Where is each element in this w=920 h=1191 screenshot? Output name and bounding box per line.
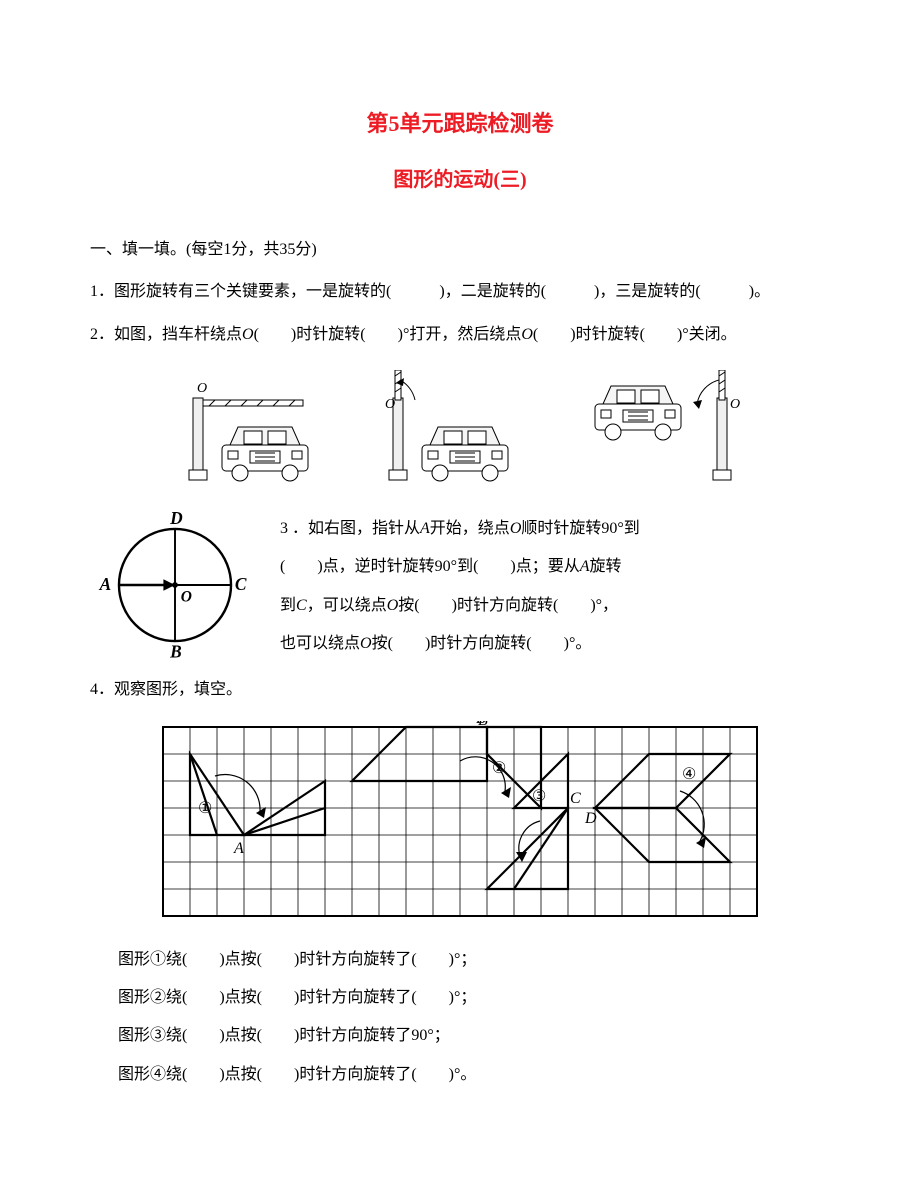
q3-l4-b: 按(	[372, 635, 393, 652]
q3-O-2: O	[387, 597, 399, 614]
q1-blank-1	[391, 283, 439, 300]
q1-text-a: 1．图形旋转有三个关键要素，一是旋转的(	[90, 283, 391, 300]
svg-text:③: ③	[532, 788, 546, 805]
section-1-header: 一、填一填。(每空1分，共35分)	[90, 232, 830, 267]
q3-blank-4	[558, 597, 590, 614]
q2-line2-a: )°关闭。	[677, 326, 737, 343]
svg-text:A: A	[99, 575, 112, 594]
question-2: 2．如图，挡车杆绕点O( )时针旋转( )°打开，然后绕点O( )时针旋转( )…	[90, 317, 830, 352]
question-1: 1．图形旋转有三个关键要素，一是旋转的( )，二是旋转的( )，三是旋转的( )…	[90, 274, 830, 309]
q3-l4-c: )时针方向旋转(	[425, 635, 532, 652]
car-figure-3: O	[575, 370, 745, 490]
q3-blank-1	[285, 558, 317, 575]
q1-blank-3	[701, 283, 749, 300]
q2-blank-3	[538, 326, 570, 343]
q2-o-2: O	[521, 326, 533, 343]
page-title: 第5单元跟踪检测卷	[90, 100, 830, 148]
svg-text:①: ①	[198, 800, 212, 817]
q4-sub-2: 图形②绕( )点按( )时针方向旋转了( )°；	[118, 979, 830, 1017]
page-subtitle: 图形的运动(三)	[90, 158, 830, 202]
q2-line1-d: )°打开，然后绕点	[398, 326, 522, 343]
q3-l1-c: 顺时针旋转90°到	[521, 520, 639, 537]
svg-text:D: D	[584, 810, 597, 827]
q3-l2-d: 旋转	[590, 558, 622, 575]
q2-o-1: O	[242, 326, 254, 343]
svg-text:D: D	[169, 510, 183, 528]
q1-text-c: )，三是旋转的(	[594, 283, 701, 300]
compass-figure: D C B A O	[90, 510, 260, 660]
grid-figure-wrap: A B B C D ① ② ③ ④	[90, 721, 830, 921]
q4-sub-answers: 图形①绕( )点按( )时针方向旋转了( )°； 图形②绕( )点按( )时针方…	[90, 941, 830, 1095]
q3-l3-c: 按(	[398, 597, 419, 614]
question-3-text: 3 ．如右图，指针从A开始，绕点O顺时针旋转90°到 ( )点，逆时针旋转90°…	[280, 510, 830, 664]
q3-blank-3	[420, 597, 452, 614]
q3-l4-d: )°。	[564, 635, 592, 652]
q3-O-3: O	[360, 635, 372, 652]
q2-blank-4	[645, 326, 677, 343]
svg-text:C: C	[570, 790, 581, 807]
q3-A-2: A	[580, 558, 590, 575]
q3-l3-a: 到	[280, 597, 296, 614]
q3-A-1: A	[420, 520, 430, 537]
car-figures-row: O O	[90, 370, 830, 490]
q3-l1-a: 3 ．如右图，指针从	[280, 520, 420, 537]
q2-blank-2	[366, 326, 398, 343]
question-3-wrap: D C B A O 3 ．如右图，指针从A开始，绕点O顺时针旋转90°到 ( )…	[90, 510, 830, 664]
q3-l3-b: ，可以绕点	[307, 597, 387, 614]
svg-text:B: B	[476, 721, 486, 727]
svg-text:④: ④	[682, 766, 696, 783]
q2-line1-f: )时针旋转(	[570, 326, 645, 343]
q3-C-1: C	[296, 597, 307, 614]
q3-blank-5	[393, 635, 425, 652]
car-figure-2: O	[375, 370, 545, 490]
q2-blank-1	[259, 326, 291, 343]
svg-text:C: C	[235, 575, 247, 594]
q3-l2-b: )点，逆时针旋转90°到(	[317, 558, 478, 575]
q1-text-d: )。	[749, 283, 770, 300]
q4-sub-4: 图形④绕( )点按( )时针方向旋转了( )°。	[118, 1056, 830, 1094]
svg-text:O: O	[181, 588, 192, 605]
q4-sub-1: 图形①绕( )点按( )时针方向旋转了( )°；	[118, 941, 830, 979]
q2-line1-a: 2．如图，挡车杆绕点	[90, 326, 242, 343]
q3-l3-e: )°，	[590, 597, 618, 614]
grid-figure: A B B C D ① ② ③ ④	[160, 721, 760, 921]
q1-blank-2	[546, 283, 594, 300]
svg-text:B: B	[169, 642, 182, 660]
q3-l4-a: 也可以绕点	[280, 635, 360, 652]
q4-sub-3: 图形③绕( )点按( )时针方向旋转了90°；	[118, 1017, 830, 1055]
q3-blank-6	[532, 635, 564, 652]
svg-text:O: O	[197, 381, 207, 396]
svg-text:O: O	[730, 397, 740, 412]
svg-text:O: O	[385, 397, 395, 412]
question-4-header: 4．观察图形，填空。	[90, 672, 830, 707]
q2-line1-c: )时针旋转(	[291, 326, 366, 343]
q3-l3-d: )时针方向旋转(	[452, 597, 559, 614]
svg-text:②: ②	[492, 760, 506, 777]
q3-blank-2	[478, 558, 510, 575]
q3-O-1: O	[510, 520, 522, 537]
car-figure-1: O	[175, 370, 345, 490]
q3-l2-c: )点；要从	[510, 558, 579, 575]
q3-l1-b: 开始，绕点	[430, 520, 510, 537]
q1-text-b: )，二是旋转的(	[439, 283, 546, 300]
svg-text:A: A	[233, 840, 244, 857]
